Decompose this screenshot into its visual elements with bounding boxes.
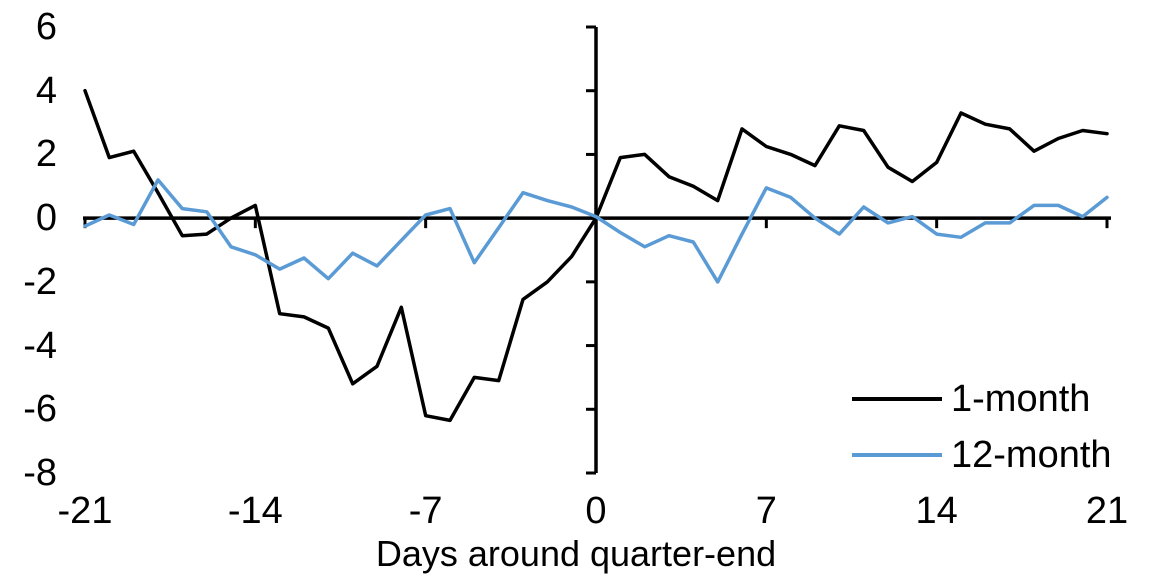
y-tick-label: -8 [23, 452, 57, 494]
x-tick-label: 14 [915, 490, 958, 532]
x-tick-label: -21 [57, 490, 113, 532]
x-tick-label: -14 [227, 490, 283, 532]
y-tick-label: -6 [23, 388, 57, 431]
y-tick-label: -4 [23, 324, 57, 367]
y-tick-label: 4 [35, 69, 57, 112]
y-tick-label: 6 [35, 6, 57, 48]
legend-label-12-month: 12-month [951, 434, 1112, 476]
legend-item-12-month: 12-month [852, 435, 1112, 475]
x-tick-label: 0 [585, 490, 607, 532]
legend: 1-month 12-month [852, 379, 1112, 475]
legend-item-1-month: 1-month [852, 379, 1112, 419]
y-tick-label: 0 [35, 197, 57, 240]
legend-line-sample-black [852, 397, 942, 401]
y-tick-label: -2 [23, 260, 57, 303]
x-axis-title: Days around quarter-end [375, 533, 777, 574]
legend-label-1-month: 1-month [951, 378, 1091, 420]
legend-line-sample-blue [852, 453, 942, 457]
series-line-12-month [83, 178, 1109, 284]
x-tick-label: -7 [408, 490, 443, 532]
y-tick-label: 2 [35, 133, 57, 176]
x-tick-label: 7 [755, 490, 777, 532]
x-tick-label: 21 [1085, 490, 1129, 532]
